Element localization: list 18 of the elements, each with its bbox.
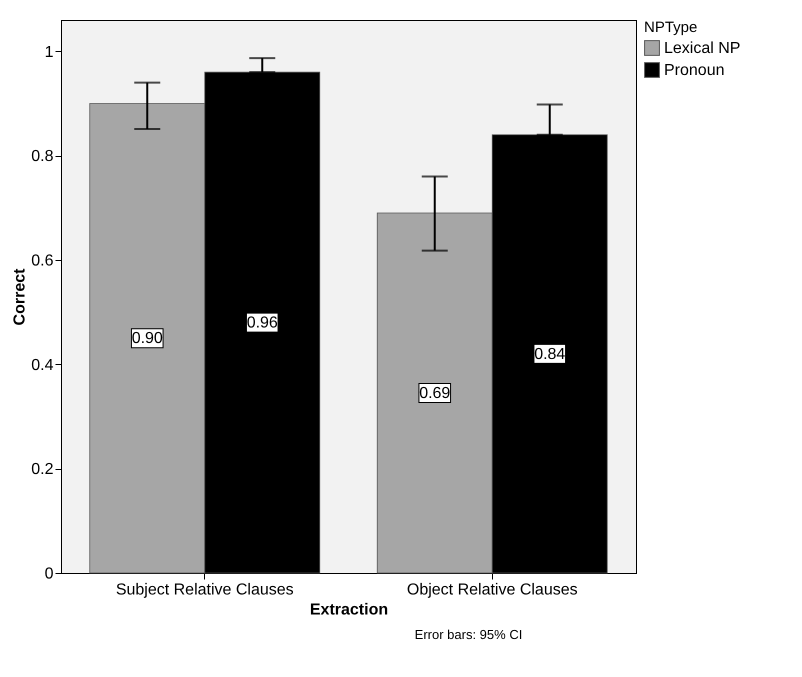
legend-label: Lexical NP <box>664 40 740 57</box>
y-tick-label: 0.2 <box>31 461 54 478</box>
y-axis-title: Correct <box>11 268 28 326</box>
data-label: 0.69 <box>419 385 450 402</box>
y-tick-label: 1 <box>44 44 54 61</box>
y-tick-label: 0.6 <box>31 252 54 270</box>
legend-title: NPType <box>644 19 698 36</box>
data-label: 0.84 <box>534 346 566 363</box>
x-axis-title: Extraction <box>310 602 388 618</box>
y-tick-label: 0.4 <box>31 356 54 374</box>
x-tick-label: Subject Relative Clauses <box>116 582 294 598</box>
data-label: 0.90 <box>132 330 163 348</box>
legend-label: Pronoun <box>664 62 724 79</box>
x-tick-label: Object Relative Clauses <box>406 582 578 598</box>
data-label: 0.96 <box>246 314 278 332</box>
y-tick-label: 0 <box>44 566 54 582</box>
y-tick-label: 0.8 <box>31 148 54 166</box>
text: Error bars: 95% CI <box>414 627 522 642</box>
